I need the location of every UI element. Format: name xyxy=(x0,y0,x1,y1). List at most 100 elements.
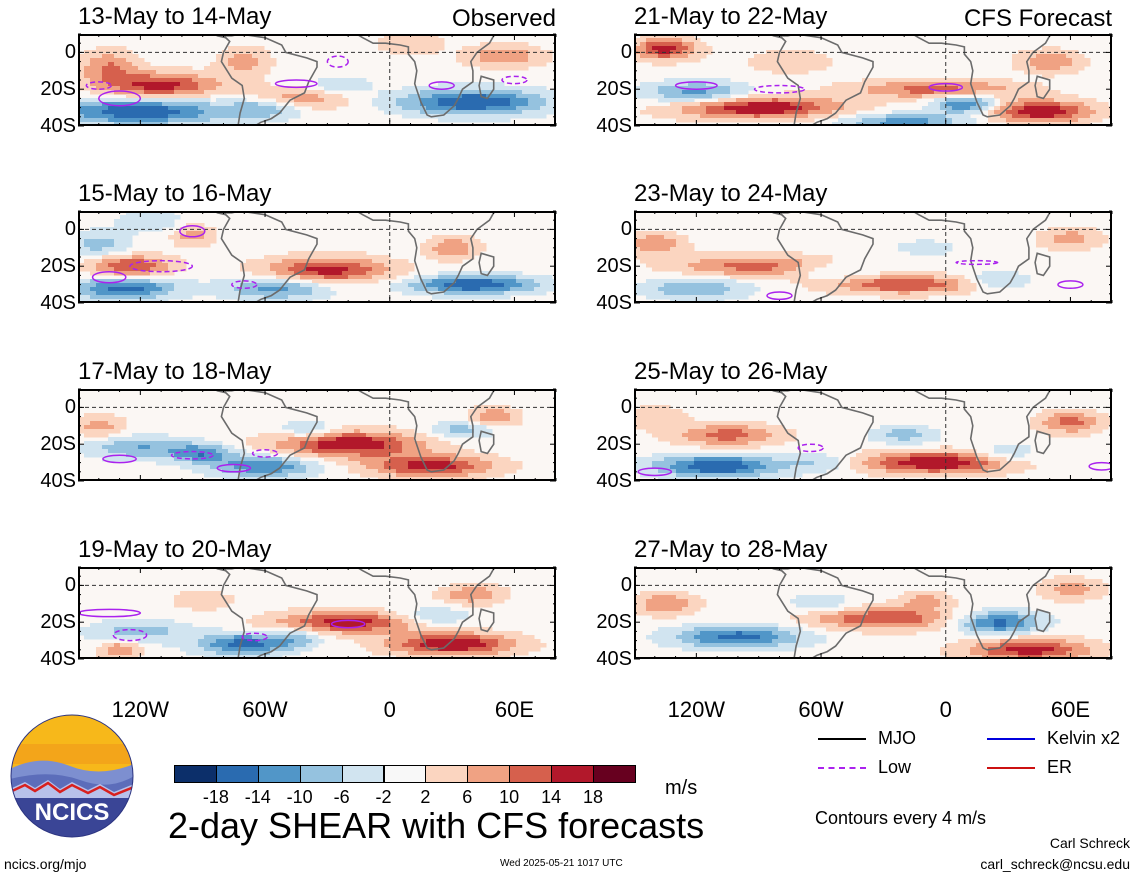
coastline xyxy=(1034,75,1051,100)
shear-cell xyxy=(300,449,307,454)
shear-cell xyxy=(904,271,911,276)
shear-cell xyxy=(1012,66,1019,71)
shear-cell xyxy=(252,643,259,648)
shear-cell xyxy=(1078,114,1085,119)
shear-cell xyxy=(96,106,103,111)
shear-cell xyxy=(192,595,199,600)
shear-cell xyxy=(1000,82,1007,87)
shear-cell xyxy=(934,287,941,292)
low-contour xyxy=(112,628,148,642)
shear-cell xyxy=(102,635,109,640)
shear-cell xyxy=(646,259,653,264)
shear-cell xyxy=(706,94,713,99)
shear-cell xyxy=(384,46,391,51)
shear-cell xyxy=(688,263,695,268)
shear-cell xyxy=(522,46,529,51)
shear-cell xyxy=(658,54,665,59)
shear-cell xyxy=(390,477,397,479)
shear-cell xyxy=(450,275,457,280)
shear-cell xyxy=(180,623,187,628)
shear-cell xyxy=(796,66,803,71)
shear-cell xyxy=(946,122,953,124)
shear-cell xyxy=(210,110,217,115)
shear-cell xyxy=(96,102,103,107)
shear-cell xyxy=(640,255,647,260)
shear-cell xyxy=(456,599,463,604)
shear-cell xyxy=(540,98,547,103)
shear-cell xyxy=(510,409,517,414)
shear-cell xyxy=(468,635,475,640)
shear-cell xyxy=(934,279,941,284)
shear-cell xyxy=(96,449,103,454)
shear-cell xyxy=(546,90,553,95)
shear-cell xyxy=(126,62,133,67)
shear-cell xyxy=(426,275,433,280)
shear-cell xyxy=(970,98,977,103)
shear-cell xyxy=(198,635,205,640)
shear-cell xyxy=(456,477,463,479)
shear-cell xyxy=(258,74,265,79)
shear-cell xyxy=(892,271,899,276)
shear-cell xyxy=(450,469,457,474)
shear-cell xyxy=(168,78,175,83)
shear-cell xyxy=(378,607,385,612)
shear-cell xyxy=(462,627,469,632)
shear-cell xyxy=(438,619,445,624)
shear-cell xyxy=(144,102,151,107)
shear-cell xyxy=(646,94,653,99)
shear-cell xyxy=(270,445,277,450)
shear-cell xyxy=(246,473,253,478)
shear-cell xyxy=(186,461,193,466)
shear-cell xyxy=(928,271,935,276)
shear-cell xyxy=(640,36,647,39)
shear-map-panel xyxy=(634,211,1112,303)
shear-cell xyxy=(886,90,893,95)
shear-cell xyxy=(766,275,773,280)
shear-cell xyxy=(114,98,121,103)
shear-cell xyxy=(844,122,851,124)
shear-cell xyxy=(252,66,259,71)
shear-cell xyxy=(330,263,337,268)
shear-cell xyxy=(540,86,547,91)
shear-cell xyxy=(270,102,277,107)
shear-cell xyxy=(390,90,397,95)
shear-cell xyxy=(312,453,319,458)
shear-cell xyxy=(198,651,205,656)
shear-cell xyxy=(408,631,415,636)
shear-cell xyxy=(856,275,863,280)
shear-cell xyxy=(80,110,85,115)
shear-cell xyxy=(814,263,821,268)
shear-cell xyxy=(324,271,331,276)
shear-cell xyxy=(498,461,505,466)
shear-cell xyxy=(294,102,301,107)
shear-cell xyxy=(432,453,439,458)
shear-cell xyxy=(880,295,887,300)
shear-cell xyxy=(198,461,205,466)
shear-cell xyxy=(120,441,127,446)
shear-cell xyxy=(646,42,653,47)
shear-cell xyxy=(186,239,193,244)
shear-cell xyxy=(270,473,277,478)
shear-cell xyxy=(444,235,451,240)
shear-cell xyxy=(120,287,127,292)
shear-cell xyxy=(706,287,713,292)
shear-cell xyxy=(760,54,767,59)
shear-cell xyxy=(318,449,325,454)
shear-cell xyxy=(252,441,259,446)
shear-cell xyxy=(246,453,253,458)
shear-cell xyxy=(276,477,283,479)
shear-cell xyxy=(748,94,755,99)
shear-cell xyxy=(832,110,839,115)
shear-cell xyxy=(682,38,689,43)
shear-cell xyxy=(480,409,487,414)
shear-cell xyxy=(522,86,529,91)
shear-cell xyxy=(928,275,935,280)
shear-cell xyxy=(144,441,151,446)
shear-cell xyxy=(432,243,439,248)
shear-cell xyxy=(694,94,701,99)
shear-cell xyxy=(348,441,355,446)
shear-cell xyxy=(462,62,469,67)
shear-cell xyxy=(486,417,493,422)
shear-cell xyxy=(150,106,157,111)
shear-cell xyxy=(492,655,499,657)
